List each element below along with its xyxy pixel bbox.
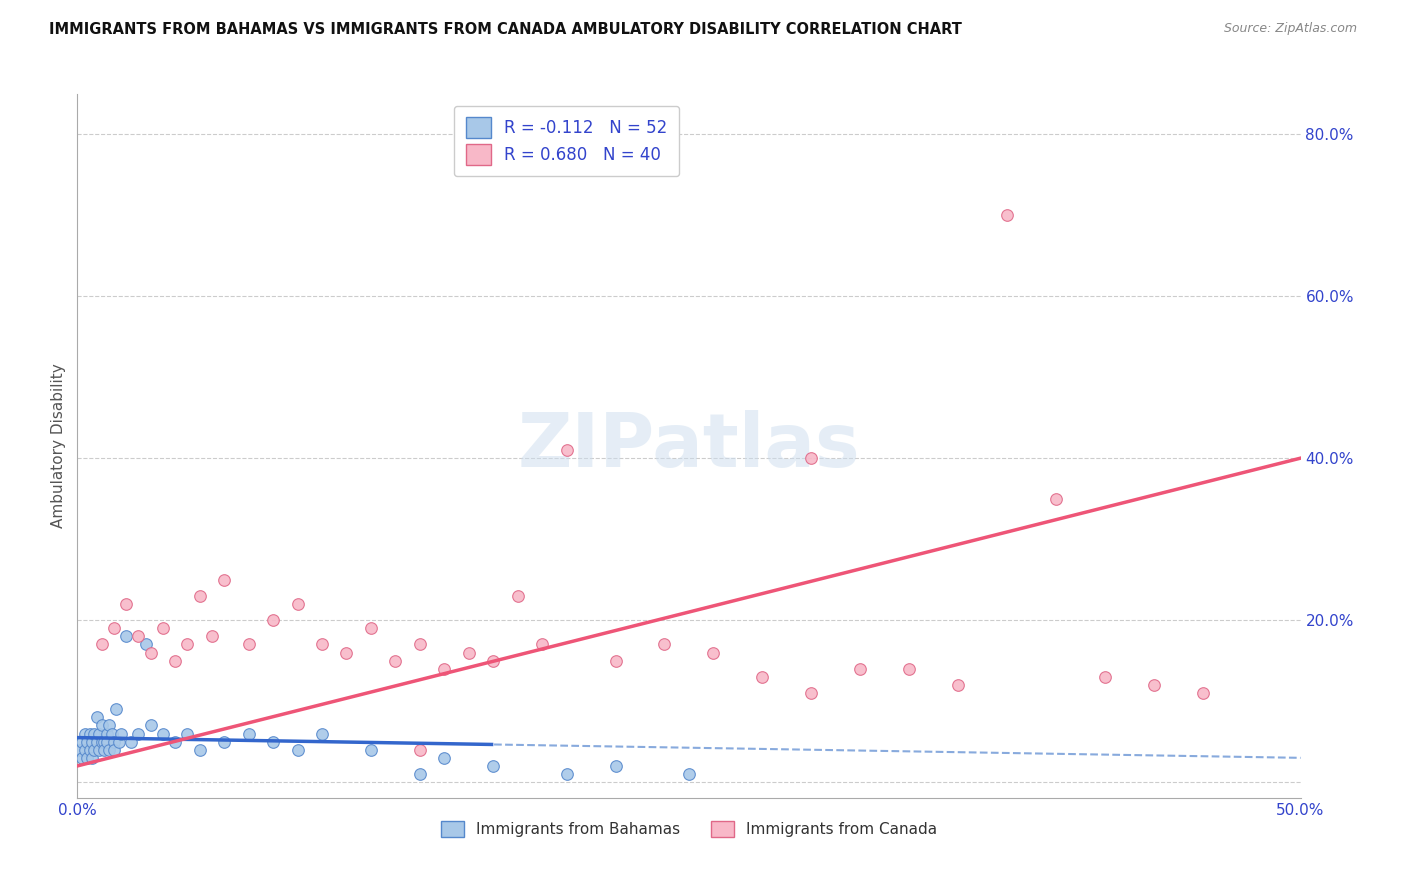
Point [89, 726, 111, 740]
Point [654, 637, 676, 651]
Point [1143, 678, 1166, 692]
Point [457, 646, 479, 660]
Point [176, 726, 198, 740]
Text: Source: ZipAtlas.com: Source: ZipAtlas.com [1223, 22, 1357, 36]
Point [262, 613, 284, 627]
Point [702, 646, 724, 660]
Point [238, 726, 260, 740]
Point [96, 726, 118, 740]
Point [127, 629, 149, 643]
Point [176, 637, 198, 651]
Point [1191, 686, 1213, 700]
Point [86, 734, 108, 748]
Point [995, 208, 1018, 222]
Point [93, 734, 115, 748]
Point [90, 718, 112, 732]
Point [73, 726, 96, 740]
Point [311, 637, 333, 651]
Point [108, 734, 131, 748]
Point [100, 726, 122, 740]
Point [80, 751, 103, 765]
Point [433, 751, 456, 765]
Point [76, 751, 98, 765]
Point [800, 686, 823, 700]
Point [800, 451, 823, 466]
Point [201, 629, 224, 643]
Point [139, 646, 162, 660]
Point [110, 726, 132, 740]
Point [90, 734, 112, 748]
Point [165, 734, 187, 748]
Point [152, 726, 174, 740]
Point [555, 443, 578, 458]
Point [384, 654, 406, 668]
Point [96, 734, 118, 748]
Point [409, 743, 432, 757]
Point [80, 734, 103, 748]
Point [120, 734, 142, 748]
Point [482, 759, 505, 773]
Point [849, 662, 872, 676]
Point [751, 670, 773, 684]
Point [188, 589, 211, 603]
Point [98, 718, 121, 732]
Point [83, 743, 105, 757]
Point [79, 743, 101, 757]
Point [360, 743, 382, 757]
Point [1094, 670, 1116, 684]
Point [115, 629, 138, 643]
Point [360, 621, 382, 635]
Point [238, 637, 260, 651]
Point [152, 621, 174, 635]
Point [531, 637, 554, 651]
Point [555, 767, 578, 781]
Point [409, 637, 432, 651]
Point [287, 743, 309, 757]
Point [482, 654, 505, 668]
Point [79, 726, 101, 740]
Point [98, 743, 121, 757]
Point [212, 573, 235, 587]
Point [188, 743, 211, 757]
Text: ZIPatlas: ZIPatlas [517, 409, 860, 483]
Point [127, 726, 149, 740]
Point [103, 734, 125, 748]
Point [89, 743, 111, 757]
Point [70, 734, 93, 748]
Point [678, 767, 700, 781]
Point [139, 718, 162, 732]
Point [335, 646, 357, 660]
Point [433, 662, 456, 676]
Point [73, 743, 96, 757]
Y-axis label: Ambulatory Disability: Ambulatory Disability [51, 364, 66, 528]
Point [90, 637, 112, 651]
Point [69, 743, 91, 757]
Point [409, 767, 432, 781]
Point [311, 726, 333, 740]
Point [135, 637, 157, 651]
Point [103, 621, 125, 635]
Point [70, 751, 93, 765]
Point [605, 759, 627, 773]
Point [103, 743, 125, 757]
Point [105, 702, 128, 716]
Point [1045, 491, 1067, 506]
Point [605, 654, 627, 668]
Point [212, 734, 235, 748]
Point [83, 726, 105, 740]
Text: IMMIGRANTS FROM BAHAMAS VS IMMIGRANTS FROM CANADA AMBULATORY DISABILITY CORRELAT: IMMIGRANTS FROM BAHAMAS VS IMMIGRANTS FR… [49, 22, 962, 37]
Point [165, 654, 187, 668]
Point [86, 710, 108, 724]
Point [93, 743, 115, 757]
Point [76, 734, 98, 748]
Point [506, 589, 529, 603]
Legend: Immigrants from Bahamas, Immigrants from Canada: Immigrants from Bahamas, Immigrants from… [434, 815, 943, 844]
Point [898, 662, 921, 676]
Point [115, 597, 138, 611]
Point [946, 678, 969, 692]
Point [262, 734, 284, 748]
Point [287, 597, 309, 611]
